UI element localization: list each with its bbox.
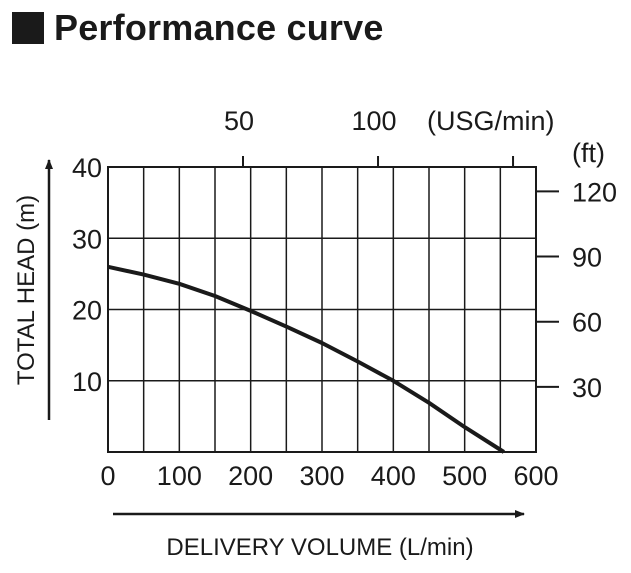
- secondary-x-unit: (USG/min): [427, 106, 555, 136]
- page-title: Performance curve: [54, 7, 384, 48]
- secondary-y-unit: (ft): [572, 138, 605, 168]
- secondary-y-tick-label: 90: [572, 243, 602, 273]
- x-tick-label: 200: [228, 461, 273, 491]
- title-block: Performance curve: [12, 4, 384, 52]
- y-axis-label: TOTAL HEAD (m): [13, 195, 40, 385]
- secondary-x-tick-label: 100: [351, 106, 396, 136]
- x-tick-label: 300: [299, 461, 344, 491]
- x-tick-label: 500: [442, 461, 487, 491]
- secondary-y-tick-label: 60: [572, 308, 602, 338]
- x-tick-label: 0: [100, 461, 115, 491]
- title-square-icon: [12, 12, 44, 44]
- y-tick-label: 20: [72, 296, 102, 326]
- x-tick-label: 600: [513, 461, 558, 491]
- x-tick-label: 100: [157, 461, 202, 491]
- grid: [107, 166, 537, 453]
- x-tick-label: 400: [371, 461, 416, 491]
- secondary-y-tick-label: 120: [572, 177, 617, 207]
- secondary-y-tick-label: 30: [572, 373, 602, 403]
- secondary-x-tick-label: 50: [224, 106, 254, 136]
- y-tick-label: 30: [72, 224, 102, 254]
- y-tick-label: 10: [72, 367, 102, 397]
- y-tick-label: 40: [72, 153, 102, 183]
- x-axis-label: DELIVERY VOLUME (L/min): [166, 534, 473, 561]
- performance-curve-line: [107, 264, 505, 454]
- tick-labels: 0 100 200 300 400 500 600 10 20 30 40 50 100 30 60 90 12…: [72, 106, 617, 491]
